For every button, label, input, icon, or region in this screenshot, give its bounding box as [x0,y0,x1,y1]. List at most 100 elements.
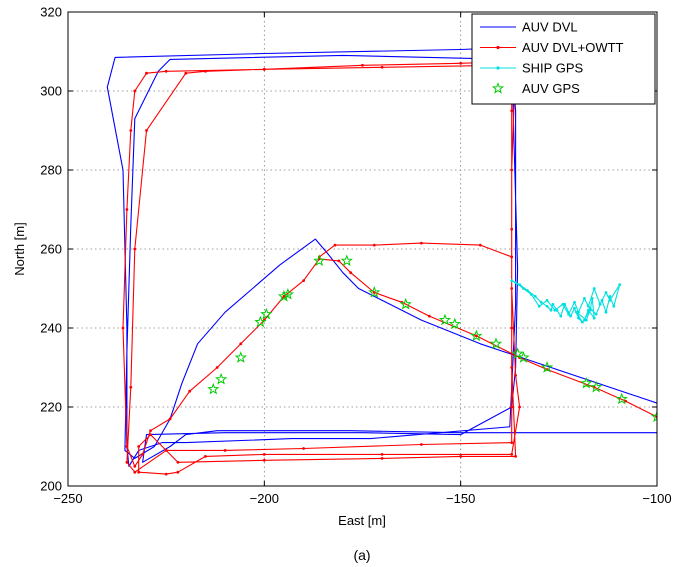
data-point [380,65,384,69]
data-point [125,445,129,448]
y-tick-label: 260 [40,242,62,257]
data-point [420,443,423,446]
x-tick-label: −200 [250,491,279,506]
data-point [553,308,557,312]
data-point [145,71,148,75]
tick-labels: −250 −200 −150 −100 200 220 240 260 280 300 320 [40,5,671,507]
data-point-star [207,382,220,395]
data-point-star [368,286,381,298]
legend-marker [491,82,505,94]
data-point [510,287,514,290]
data-point [592,287,596,290]
data-point [594,312,598,316]
series-ship-gps [510,279,622,324]
series-auv-dvl [106,46,657,467]
x-tick-label: −250 [53,491,82,506]
data-point-star [448,317,461,330]
data-point [337,259,341,263]
data-point [573,300,576,304]
data-point [537,304,541,308]
data-point [510,366,514,369]
data-point [302,279,305,282]
data-point-star [215,372,228,385]
data-point [420,241,423,245]
data-point [526,289,529,292]
legend-item: AUV GPS [491,81,580,96]
y-tick-label: 220 [40,400,62,415]
series-auv-gps [207,254,657,423]
data-point [518,405,521,409]
data-point-star [313,254,326,267]
y-tick-label: 280 [40,163,62,178]
data-point [141,453,145,456]
data-point [510,441,514,444]
data-point [551,302,555,306]
data-point [125,460,129,464]
data-point-star [399,297,412,310]
x-tick-label: −150 [446,491,475,506]
data-point [478,243,482,247]
data-point-star [540,361,554,373]
data-point [121,326,125,330]
data-point [561,302,565,306]
data-point [618,283,622,286]
data-point-star [254,315,267,328]
data-point [559,314,563,318]
data-point [133,470,137,474]
data-point [137,470,141,474]
series-line [122,60,657,475]
y-tick-label: 300 [40,84,62,99]
data-point [569,314,572,318]
data-point-star [650,410,657,423]
legend-label: AUV DVL+OWTT [522,40,624,55]
data-point [588,306,592,310]
data-point [583,318,586,322]
data-point [125,208,129,211]
legend-item: AUV DVL [480,20,578,35]
data-point [372,291,376,294]
data-point [586,304,590,308]
data-point [510,405,514,409]
figure-caption: (a) [353,547,370,563]
x-tick-label: −100 [642,491,671,506]
data-point [573,306,576,310]
data-point [510,453,514,456]
data-point [514,455,517,458]
data-point [549,308,553,312]
data-point [575,310,578,314]
data-point [282,295,286,298]
legend-label: AUV GPS [522,81,580,96]
data-point [510,255,514,259]
data-point [510,227,514,231]
data-point-star [470,329,483,342]
x-axis-label: East [m] [338,513,386,528]
data-point [349,271,353,275]
y-tick-label: 200 [40,479,62,494]
data-point [510,109,514,113]
data-point [204,455,207,458]
data-point [514,281,517,284]
data-point [612,304,616,308]
data-point [459,455,463,458]
data-point [518,283,521,286]
data-point [583,297,586,300]
data-point [133,247,137,251]
data-point [149,433,152,436]
data-point [598,302,602,306]
data-point-star [438,313,452,326]
data-point [129,129,133,132]
data-point [590,297,594,300]
data-point [380,457,384,460]
data-point [624,399,627,403]
data-point [149,429,152,433]
data-point [510,279,514,282]
data-point [262,453,266,456]
legend-label: AUV DVL [522,20,578,35]
data-point [145,129,148,132]
data-point-star [590,380,603,393]
data-point [204,69,207,73]
data-point [475,334,478,338]
data-point [545,304,549,308]
data-point [137,445,141,448]
